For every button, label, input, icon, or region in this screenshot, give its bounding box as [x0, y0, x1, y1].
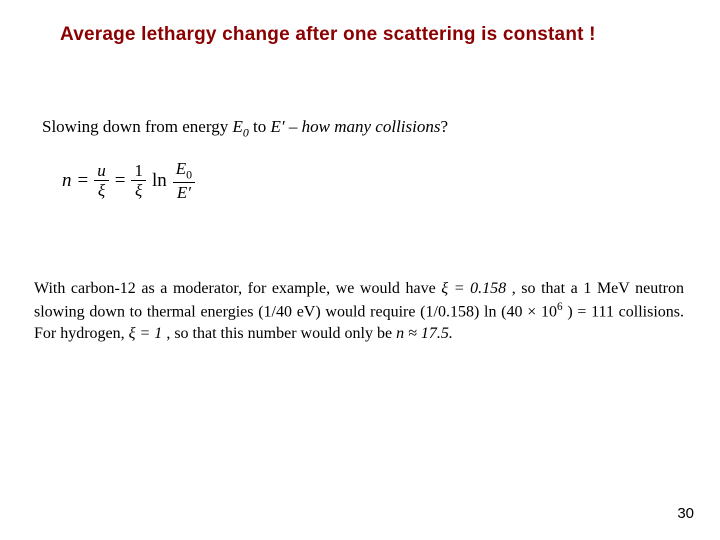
- slide-title: Average lethargy change after one scatte…: [60, 24, 690, 46]
- para-part1: With carbon-12 as a moderator, for examp…: [34, 280, 441, 297]
- exp-6: 6: [557, 301, 563, 313]
- question-tail: ?: [440, 117, 448, 136]
- n-approx: n ≈ 17.5.: [396, 325, 453, 342]
- collision-count-formula: n = u ξ = 1 ξ ln E0 E′: [62, 160, 195, 202]
- para-part4: , so that this number would only be: [166, 325, 396, 342]
- equals-1: =: [78, 170, 89, 192]
- frac2-num: 1: [131, 162, 146, 182]
- fraction-1-over-xi: 1 ξ: [131, 162, 146, 201]
- frac2-den: ξ: [132, 181, 145, 200]
- text-prefix: Slowing down from energy: [42, 117, 232, 136]
- fraction-u-over-xi: u ξ: [94, 162, 109, 201]
- symbol-E0: E0: [232, 117, 253, 136]
- page-number: 30: [677, 505, 694, 522]
- E0-E: E: [232, 117, 242, 136]
- ln-label: ln: [152, 170, 167, 192]
- E0-sub: 0: [243, 125, 249, 139]
- frac1-den: ξ: [95, 181, 108, 200]
- frac3-num-E: E: [176, 159, 186, 178]
- fraction-E0-over-Eprime: E0 E′: [173, 160, 195, 202]
- equals-2: =: [115, 170, 126, 192]
- frac1-num: u: [94, 162, 109, 182]
- symbol-Eprime: E′: [271, 117, 285, 136]
- slide-root: Average lethargy change after one scatte…: [0, 0, 720, 540]
- symbol-n: n: [62, 170, 72, 192]
- example-paragraph: With carbon-12 as a moderator, for examp…: [34, 278, 684, 344]
- frac3-num: E0: [173, 160, 195, 183]
- xi-value-2: ξ = 1: [129, 325, 163, 342]
- text-mid: to: [253, 117, 270, 136]
- frac3-num-sub: 0: [186, 167, 192, 181]
- slowing-down-question: Slowing down from energy E0 to E′ – how …: [42, 117, 680, 140]
- question-emph: how many collisions: [302, 117, 441, 136]
- frac3-den: E′: [174, 183, 194, 202]
- xi-value-1: ξ = 0.158: [441, 280, 506, 297]
- text-dash: –: [289, 117, 302, 136]
